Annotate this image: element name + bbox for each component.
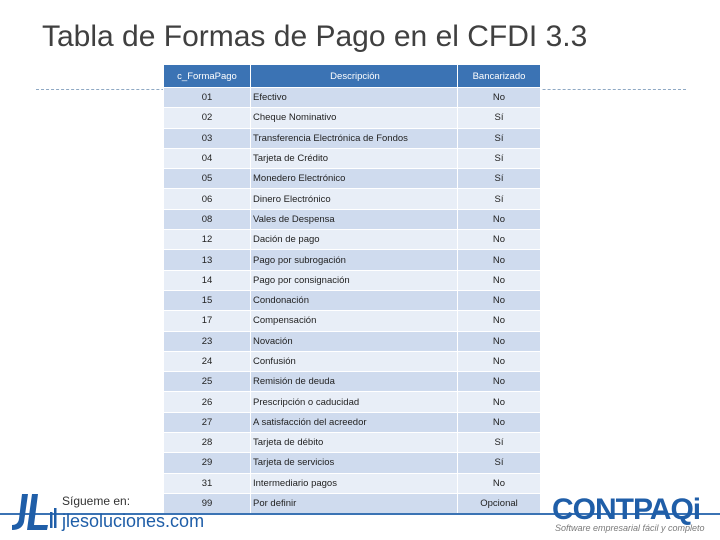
cell-description: Dinero Electrónico bbox=[251, 189, 457, 209]
cell-description: Tarjeta de Crédito bbox=[251, 148, 457, 169]
table-row: 06 Dinero Electrónico Sí bbox=[164, 189, 540, 209]
payment-forms-table-container: c_FormaPago Descripción Bancarizado 01 Ef… bbox=[163, 64, 541, 515]
follow-label: Sígueme en: bbox=[62, 494, 131, 508]
cell-description: Vales de Despensa bbox=[251, 209, 457, 230]
cell-description: Remisión de deuda bbox=[251, 372, 457, 392]
table-body: 01 Efectivo No 02 Cheque Nominativo Sí 03 Trans… bbox=[164, 88, 540, 514]
table-row: 02 Cheque Nominativo Sí bbox=[164, 108, 540, 128]
table-row: 25 Remisión de deuda No bbox=[164, 372, 540, 392]
cell-code: 26 bbox=[164, 392, 250, 412]
cell-description: Condonación bbox=[251, 290, 457, 311]
cell-banked: No bbox=[458, 230, 540, 250]
cell-description: Dación de pago bbox=[251, 230, 457, 250]
cell-banked: Sí bbox=[458, 453, 540, 473]
cell-description: Intermediario pagos bbox=[251, 473, 457, 493]
table-row: 29 Tarjeta de servicios Sí bbox=[164, 453, 540, 473]
table-row: 14 Pago por consignación No bbox=[164, 270, 540, 290]
cell-description: Tarjeta de servicios bbox=[251, 453, 457, 473]
cell-description: Transferencia Electrónica de Fondos bbox=[251, 128, 457, 148]
cell-code: 28 bbox=[164, 433, 250, 453]
website-link[interactable]: jlesoluciones.com bbox=[62, 511, 205, 531]
cell-code: 05 bbox=[164, 169, 250, 189]
cell-banked: Sí bbox=[458, 148, 540, 169]
table-row: 15 Condonación No bbox=[164, 290, 540, 311]
cell-description: Novación bbox=[251, 331, 457, 351]
cell-banked: No bbox=[458, 473, 540, 493]
header-code: c_FormaPago bbox=[164, 65, 250, 87]
cell-code: 01 bbox=[164, 88, 250, 108]
table-row: 01 Efectivo No bbox=[164, 88, 540, 108]
table-row: 04 Tarjeta de Crédito Sí bbox=[164, 148, 540, 169]
table-row: 08 Vales de Despensa No bbox=[164, 209, 540, 230]
cell-description: Monedero Electrónico bbox=[251, 169, 457, 189]
cell-code: 04 bbox=[164, 148, 250, 169]
cell-code: 03 bbox=[164, 128, 250, 148]
contpaqi-tagline: Software empresarial fácil y completo bbox=[555, 523, 705, 533]
cell-description: Por definir bbox=[251, 493, 457, 514]
cell-banked: Sí bbox=[458, 108, 540, 128]
table-row: 26 Prescripción o caducidad No bbox=[164, 392, 540, 412]
table-header-row: c_FormaPago Descripción Bancarizado bbox=[164, 65, 540, 87]
cell-code: 29 bbox=[164, 453, 250, 473]
cell-code: 08 bbox=[164, 209, 250, 230]
table-row: 31 Intermediario pagos No bbox=[164, 473, 540, 493]
jl-logo-icon bbox=[12, 494, 57, 530]
table-row: 13 Pago por subrogación No bbox=[164, 250, 540, 270]
cell-code: 99 bbox=[164, 493, 250, 514]
cell-banked: No bbox=[458, 351, 540, 372]
table-row: 03 Transferencia Electrónica de Fondos Sí bbox=[164, 128, 540, 148]
table-row: 24 Confusión No bbox=[164, 351, 540, 372]
cell-description: Pago por consignación bbox=[251, 270, 457, 290]
cell-banked: No bbox=[458, 88, 540, 108]
cell-banked: No bbox=[458, 250, 540, 270]
table-row: 12 Dación de pago No bbox=[164, 230, 540, 250]
cell-code: 12 bbox=[164, 230, 250, 250]
cell-description: A satisfacción del acreedor bbox=[251, 412, 457, 433]
cell-banked: No bbox=[458, 331, 540, 351]
cell-banked: No bbox=[458, 412, 540, 433]
table-row: 27 A satisfacción del acreedor No bbox=[164, 412, 540, 433]
cell-description: Tarjeta de débito bbox=[251, 433, 457, 453]
cell-code: 23 bbox=[164, 331, 250, 351]
cell-description: Cheque Nominativo bbox=[251, 108, 457, 128]
cell-banked: Sí bbox=[458, 169, 540, 189]
cell-banked: No bbox=[458, 372, 540, 392]
header-description: Descripción bbox=[251, 65, 457, 87]
cell-code: 17 bbox=[164, 311, 250, 331]
cell-banked: No bbox=[458, 392, 540, 412]
cell-code: 31 bbox=[164, 473, 250, 493]
cell-banked: Sí bbox=[458, 433, 540, 453]
table-row: 17 Compensación No bbox=[164, 311, 540, 331]
cell-code: 24 bbox=[164, 351, 250, 372]
cell-code: 02 bbox=[164, 108, 250, 128]
cell-description: Pago por subrogación bbox=[251, 250, 457, 270]
cell-banked: Sí bbox=[458, 189, 540, 209]
cell-banked: Sí bbox=[458, 128, 540, 148]
cell-code: 25 bbox=[164, 372, 250, 392]
cell-description: Compensación bbox=[251, 311, 457, 331]
cell-banked: No bbox=[458, 270, 540, 290]
cell-description: Prescripción o caducidad bbox=[251, 392, 457, 412]
header-banked: Bancarizado bbox=[458, 65, 540, 87]
cell-banked: No bbox=[458, 311, 540, 331]
cell-banked: No bbox=[458, 290, 540, 311]
cell-code: 13 bbox=[164, 250, 250, 270]
cell-banked: No bbox=[458, 209, 540, 230]
table-row: 99 Por definir Opcional bbox=[164, 493, 540, 514]
footer-line bbox=[0, 513, 720, 515]
cell-code: 15 bbox=[164, 290, 250, 311]
page-title: Tabla de Formas de Pago en el CFDI 3.3 bbox=[42, 20, 588, 53]
cell-code: 06 bbox=[164, 189, 250, 209]
cell-banked: Opcional bbox=[458, 493, 540, 514]
cell-code: 27 bbox=[164, 412, 250, 433]
cell-code: 14 bbox=[164, 270, 250, 290]
table-row: 28 Tarjeta de débito Sí bbox=[164, 433, 540, 453]
cell-description: Efectivo bbox=[251, 88, 457, 108]
contpaqi-logo: CONTPAQi bbox=[552, 493, 701, 526]
cell-description: Confusión bbox=[251, 351, 457, 372]
payment-forms-table: c_FormaPago Descripción Bancarizado 01 Ef… bbox=[163, 64, 541, 515]
table-row: 23 Novación No bbox=[164, 331, 540, 351]
table-row: 05 Monedero Electrónico Sí bbox=[164, 169, 540, 189]
